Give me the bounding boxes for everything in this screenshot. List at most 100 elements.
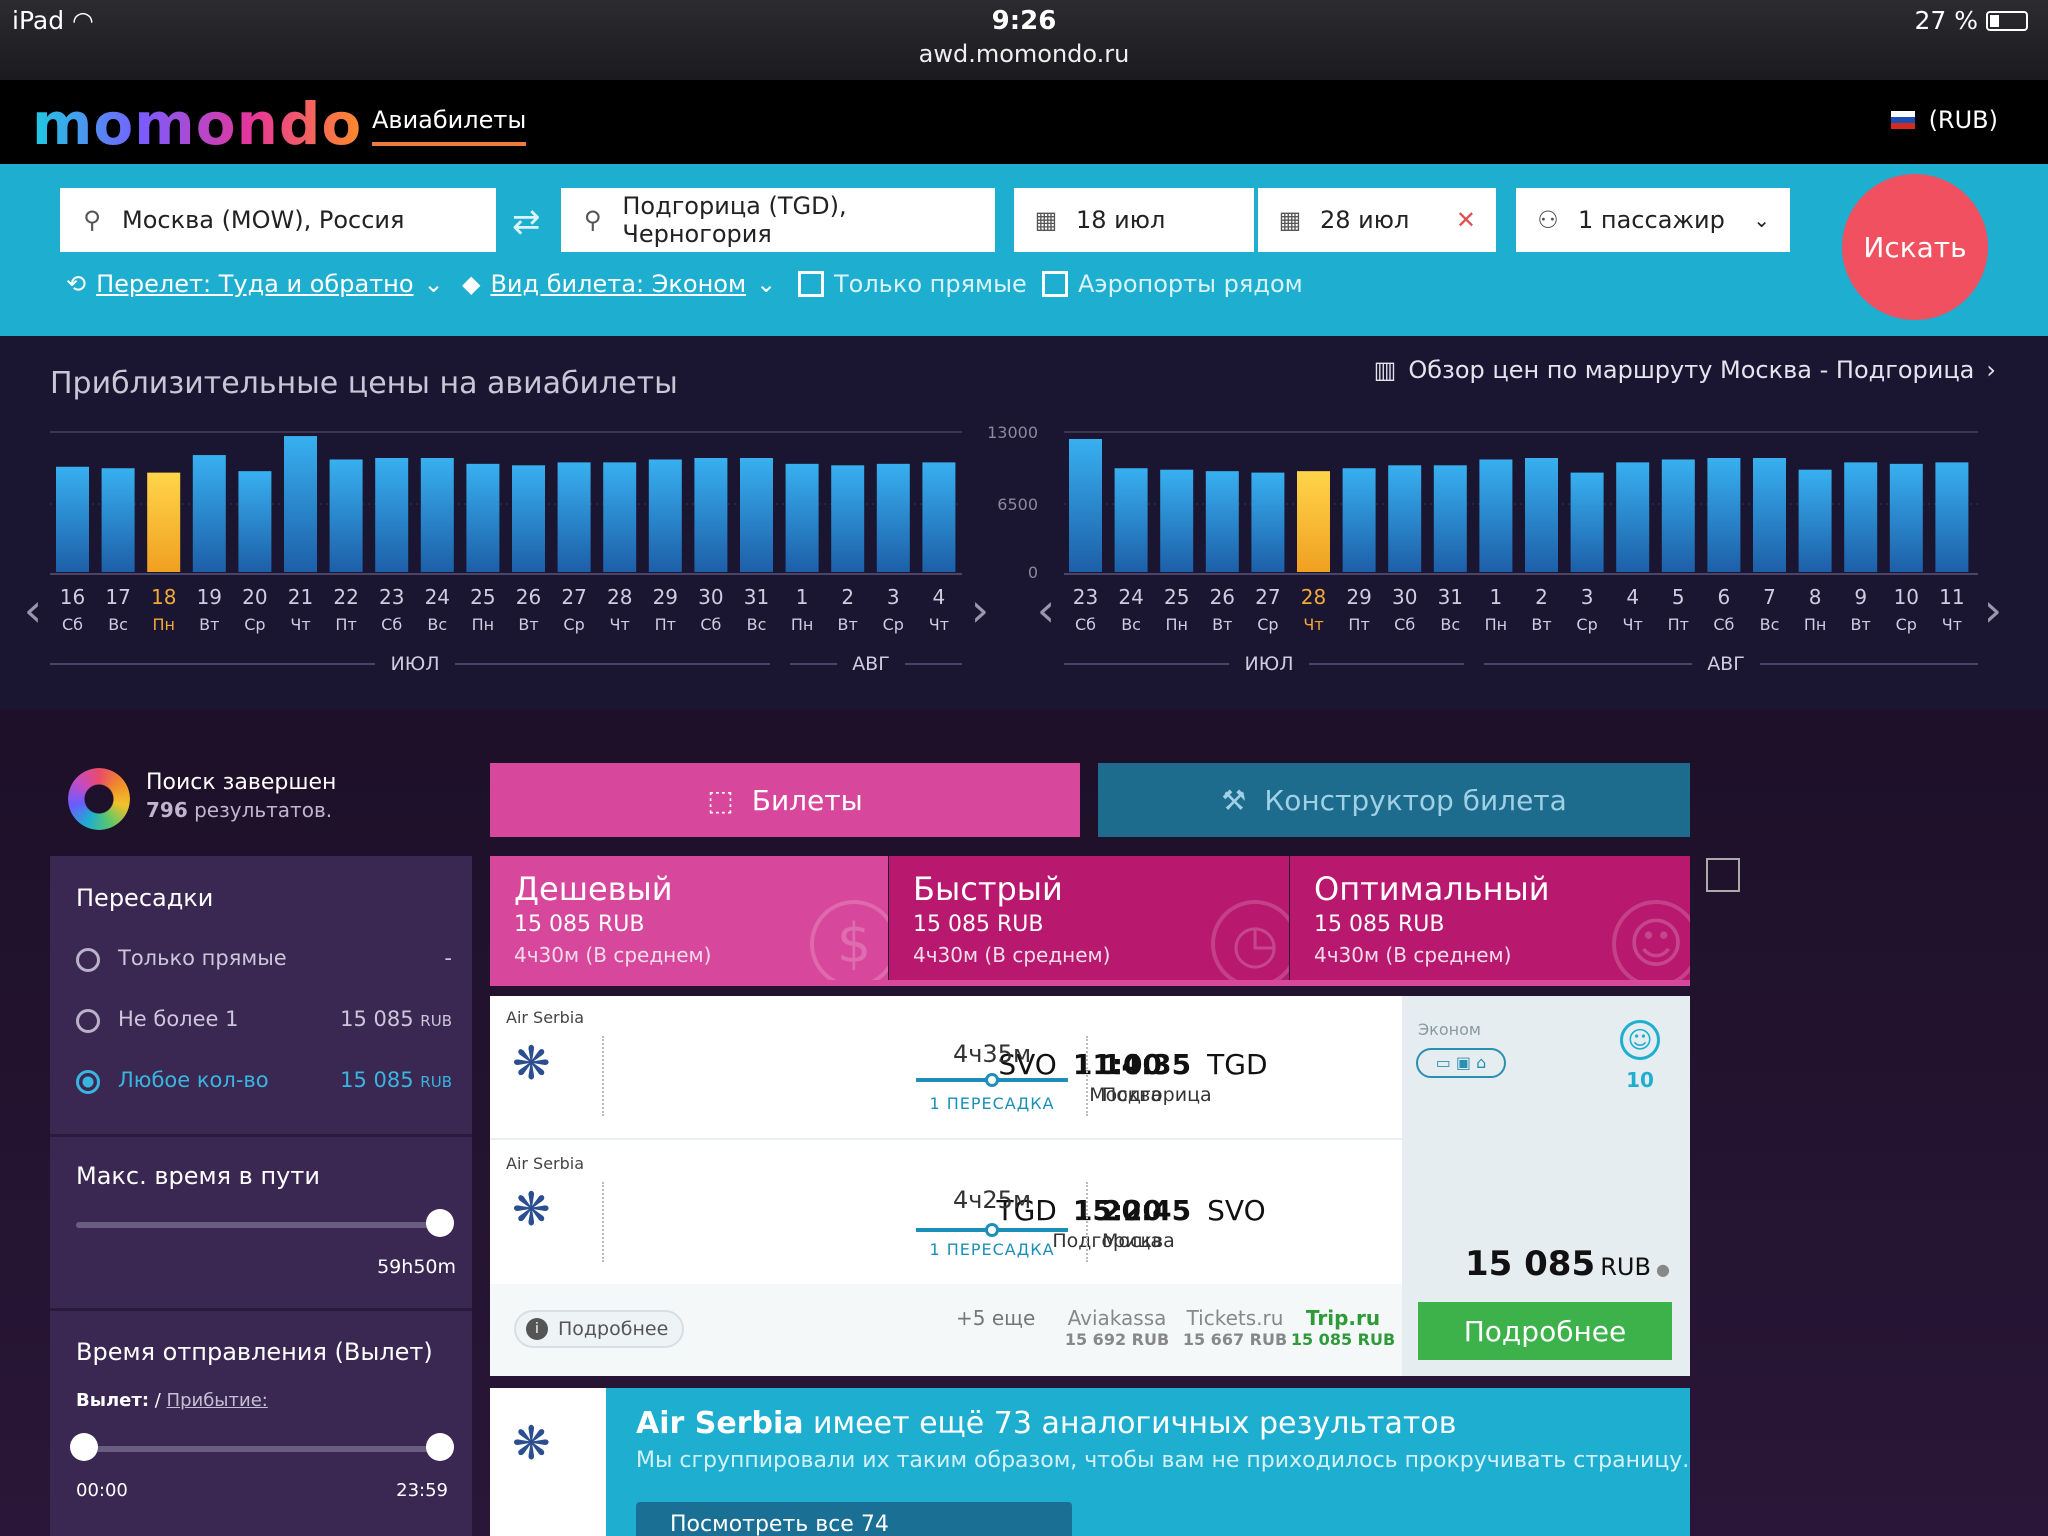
wifi-icon: ◠ — [72, 6, 94, 35]
search-button[interactable]: Искать — [1842, 174, 1988, 320]
ticket-class-label: Вид билета: Эконом — [490, 270, 747, 298]
sort-fastest[interactable]: Быстрый 15 085 RUB 4ч30м (В среднем) ◷ — [889, 856, 1289, 984]
flight-result-card[interactable]: Air Serbia ❋ SVO 11:00 Москва 4ч35м 1 ПЕР… — [490, 996, 1690, 1376]
airline-group-banner: ❋ Air Serbia имеет ещё 73 аналогичных ре… — [490, 1388, 1690, 1536]
route-overview-label: Обзор цен по маршруту Москва - Подгорица — [1408, 356, 1975, 384]
weekday-label: Пн — [152, 615, 175, 634]
sort-duration: 4ч30м (В среднем) — [1314, 943, 1512, 967]
chart-icon: ▥ — [1373, 356, 1397, 384]
battery-percent: 27 % — [1914, 6, 1978, 35]
day-number: 24 — [425, 585, 450, 609]
day-number: 19 — [197, 585, 222, 609]
price-bar — [557, 462, 591, 572]
sort-underline — [490, 980, 1690, 986]
weekday-label: Пн — [1804, 615, 1827, 634]
more-info-label: Подробнее — [558, 1318, 669, 1340]
max-duration-slider[interactable] — [76, 1222, 446, 1228]
month-label: ИЮЛ — [1244, 653, 1293, 675]
filters-sidebar: Пересадки Только прямые - Не более 1 15 … — [50, 856, 472, 1536]
battery-status: 27 % — [1914, 6, 2028, 35]
sort-title: Быстрый — [913, 870, 1063, 908]
weekday-label: Ср — [1257, 615, 1278, 634]
price-bar — [831, 465, 865, 572]
day-number: 8 — [1809, 585, 1822, 609]
sort-optimal[interactable]: Оптимальный 15 085 RUB 4ч30м (В среднем)… — [1290, 856, 1690, 984]
momondo-logo[interactable]: momondo — [32, 90, 363, 158]
provider-tickets-ru[interactable]: Tickets.ru 15 667 RUB — [1172, 1306, 1298, 1349]
day-number: 4 — [1626, 585, 1639, 609]
divider — [1086, 1182, 1088, 1262]
stops-option-any[interactable]: Любое кол-во 15 085 RUB — [76, 1068, 452, 1098]
passengers-field[interactable]: ⚇ 1 пассажир ⌄ — [1516, 188, 1790, 252]
route-overview-link[interactable]: ▥ Обзор цен по маршруту Москва - Подгориц… — [1374, 356, 1996, 384]
trip-type-dropdown[interactable]: ⟲ Перелет: Туда и обратно ⌄ — [66, 270, 444, 298]
y-tick-label: 13000 — [987, 423, 1038, 442]
leg-duration: 4ч25м — [952, 1186, 1032, 1214]
price-bar — [1661, 459, 1695, 572]
max-duration-handle[interactable] — [426, 1209, 454, 1237]
price-bar — [1433, 465, 1467, 572]
departure-time-title: Время отправления (Вылет) — [76, 1338, 433, 1366]
direct-only-checkbox[interactable]: Только прямые — [798, 270, 1027, 298]
tab-flights[interactable]: Авиабилеты — [372, 106, 527, 146]
address-bar[interactable]: awd.momondo.ru — [918, 40, 1130, 68]
origin-field[interactable]: ⚲ Москва (MOW), Россия — [60, 188, 496, 252]
compare-checkbox[interactable] — [1706, 858, 1740, 892]
ticket-class-dropdown[interactable]: ◆ Вид билета: Эконом ⌄ — [462, 270, 776, 298]
provider-price: 15 692 RUB — [1064, 1330, 1170, 1349]
view-all-results-button[interactable]: Посмотреть все 74 результатов — [636, 1502, 1072, 1536]
details-button[interactable]: Подробнее — [1418, 1302, 1672, 1360]
weekday-label: Ср — [1576, 615, 1597, 634]
day-number: 9 — [1854, 585, 1867, 609]
provider-trip-ru[interactable]: Trip.ru 15 085 RUB — [1290, 1306, 1396, 1349]
currency-selector[interactable]: (RUB) — [1890, 106, 1998, 134]
price-bar — [101, 468, 135, 572]
checkbox-icon — [798, 271, 824, 297]
depart-date-field[interactable]: ▦ 18 июл — [1014, 188, 1254, 252]
weekday-label: Сб — [1713, 615, 1734, 634]
weekday-label: Вт — [1212, 615, 1232, 634]
weekday-label: Пт — [1668, 615, 1689, 634]
price-bar — [1297, 471, 1330, 572]
clear-return-icon[interactable]: ✕ — [1455, 206, 1476, 234]
nearby-airports-label: Аэропорты рядом — [1078, 270, 1303, 298]
stops-option-max1[interactable]: Не более 1 15 085 RUB — [76, 1007, 452, 1037]
day-number: 18 — [151, 585, 176, 609]
checkbox-icon — [1042, 271, 1068, 297]
tab-tickets[interactable]: ⬚ Билеты — [490, 763, 1080, 837]
sort-cheapest[interactable]: Дешевый 15 085 RUB 4ч30м (В среднем) $ — [490, 856, 888, 984]
device-label: iPad ◠ — [12, 6, 94, 35]
price-bar — [466, 463, 500, 572]
swap-icon[interactable]: ⇄ — [512, 202, 541, 242]
nearby-airports-checkbox[interactable]: Аэропорты рядом — [1042, 270, 1303, 298]
more-info-button[interactable]: i Подробнее — [514, 1310, 685, 1348]
departure-time-end-handle[interactable] — [426, 1433, 454, 1461]
departure-time-start-handle[interactable] — [70, 1433, 98, 1461]
mode-departure[interactable]: Вылет: — [76, 1390, 150, 1411]
stops-option-direct[interactable]: Только прямые - — [76, 946, 452, 976]
search-status: Поиск завершен — [146, 770, 337, 795]
price-bar — [238, 471, 272, 572]
day-number: 27 — [561, 585, 586, 609]
return-date-field[interactable]: ▦ 28 июл ✕ — [1258, 188, 1496, 252]
day-number: 1 — [796, 585, 809, 609]
month-mask — [1229, 652, 1309, 676]
provider-aviakassa[interactable]: Aviakassa 15 692 RUB — [1054, 1306, 1180, 1349]
price-bar — [147, 472, 181, 572]
departure-time-slider[interactable] — [76, 1446, 446, 1452]
amenities-icons: ▭ ▣ ⌂ — [1416, 1048, 1506, 1078]
radio-icon — [76, 1009, 100, 1033]
price-bar — [1251, 472, 1285, 572]
more-sites-link[interactable]: +5 еще — [956, 1306, 1036, 1330]
radio-selected-icon — [76, 1070, 100, 1094]
weekday-label: Пн — [472, 615, 495, 634]
tab-ticket-builder[interactable]: ⚒ Конструктор билета — [1098, 763, 1690, 837]
price-bar — [1525, 458, 1558, 572]
stops-option-label: Только прямые — [118, 946, 287, 970]
weekday-label: Вс — [1760, 615, 1780, 634]
price-bar — [284, 436, 317, 572]
destination-field[interactable]: ⚲ Подгорица (TGD), Черногория — [561, 188, 995, 252]
air-serbia-logo-icon: ❋ — [512, 1036, 551, 1090]
mode-arrival[interactable]: Прибытие: — [166, 1390, 268, 1411]
stops-option-label: Не более 1 — [118, 1007, 239, 1031]
